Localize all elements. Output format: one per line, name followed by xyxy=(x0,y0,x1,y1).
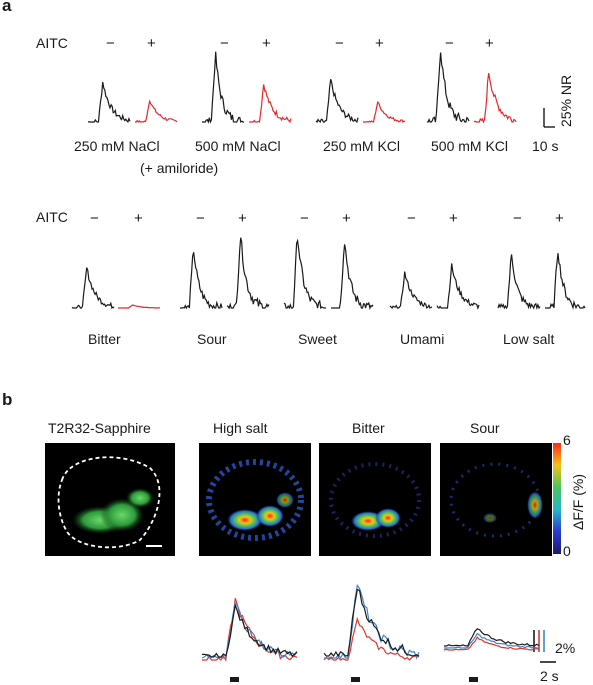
trace-250kcl-minus xyxy=(315,79,359,124)
trace-bitter-red xyxy=(323,616,420,661)
trace-500kcl-plus xyxy=(473,72,517,124)
row1-plus-4: + xyxy=(485,35,494,52)
row1-minus-2: − xyxy=(220,35,229,52)
scale-y-label-b: 2% xyxy=(555,640,576,656)
row2-minus-2: − xyxy=(196,210,205,227)
trace-umami-plus xyxy=(436,263,480,310)
panel-b-label: b xyxy=(2,390,13,409)
sour-heatmap xyxy=(449,462,543,538)
trace-sweet-plus xyxy=(331,244,374,310)
row2-plus-3: + xyxy=(342,210,351,227)
row1-aitc-label: AITC xyxy=(36,35,68,51)
group-label-bitter: Bitter xyxy=(88,331,121,347)
panel-a-label: a xyxy=(2,0,12,15)
colorbar-min: 0 xyxy=(563,543,571,559)
row2-minus-3: − xyxy=(300,210,309,227)
row1-plus-2: + xyxy=(262,35,271,52)
trace-500nacl-plus xyxy=(249,84,292,124)
row1-minus-1: − xyxy=(106,35,115,52)
group-label-sour: Sour xyxy=(197,331,227,347)
trace-lowsalt-plus xyxy=(545,253,586,310)
scale-x-label-b: 2 s xyxy=(540,668,559,684)
trace-sour-black xyxy=(444,628,540,647)
row2-aitc-label: AITC xyxy=(36,209,68,225)
trace-bitter-plus xyxy=(118,304,161,309)
stimulus-bar-3 xyxy=(469,677,478,682)
row1-plus-3: + xyxy=(375,35,384,52)
trace-500nacl-minus xyxy=(202,51,244,124)
colorbar xyxy=(553,443,561,554)
trace-umami-minus xyxy=(389,271,433,310)
image-title-sapphire: T2R32-Sapphire xyxy=(48,420,151,436)
trace-250nacl-minus xyxy=(87,81,131,124)
row2-plus-2: + xyxy=(238,210,247,227)
stimulus-bar-2 xyxy=(351,677,360,682)
colorbar-max: 6 xyxy=(563,432,571,448)
trace-lowsalt-minus xyxy=(497,254,541,311)
trace-bitter-black xyxy=(323,588,420,658)
scale-x-label-a: 10 s xyxy=(532,138,559,154)
trace-sour-plus xyxy=(226,237,270,310)
group-label-sweet: Sweet xyxy=(298,331,337,347)
group-sublabel-amiloride: (+ amiloride) xyxy=(140,160,219,176)
row2-minus-4: − xyxy=(407,210,416,227)
row1-minus-3: − xyxy=(335,35,344,52)
bitter-image xyxy=(319,443,431,556)
trace-bitter-minus xyxy=(71,267,115,310)
trace-highsalt-blue xyxy=(201,601,298,659)
group-label-500-nacl: 500 mM NaCl xyxy=(195,138,281,154)
trace-highsalt-black xyxy=(201,604,298,658)
row2-plus-5: + xyxy=(555,210,564,227)
image-title-sour: Sour xyxy=(470,420,500,436)
trace-250kcl-plus xyxy=(363,101,406,124)
group-label-250-kcl: 250 mM KCl xyxy=(323,138,401,154)
row2-plus-1: + xyxy=(134,210,143,227)
trace-sour-blue xyxy=(444,632,539,649)
scale-bar-b xyxy=(533,630,556,663)
trace-500kcl-minus xyxy=(427,52,470,123)
row1-minus-4: − xyxy=(445,35,454,52)
trace-sour-minus xyxy=(180,252,223,310)
bitter-heatmap xyxy=(329,462,421,538)
trace-250nacl-plus xyxy=(135,99,178,123)
image-title-bitter: Bitter xyxy=(352,420,385,436)
group-label-low-salt: Low salt xyxy=(503,331,555,347)
scale-bar-a xyxy=(543,108,555,128)
group-label-500-kcl: 500 mM KCl xyxy=(431,138,509,154)
image-title-high-salt: High salt xyxy=(213,420,268,436)
row2-minus-1: − xyxy=(90,210,99,227)
row2-minus-5: − xyxy=(513,210,522,227)
sapphire-cell-shape xyxy=(57,456,162,549)
high-salt-heatmap xyxy=(206,459,304,541)
row1-plus-1: + xyxy=(147,35,156,52)
group-label-umami: Umami xyxy=(400,331,445,347)
stimulus-bar-1 xyxy=(230,677,239,682)
row2-plus-4: + xyxy=(449,210,458,227)
trace-sour-red xyxy=(443,636,540,651)
group-label-250-nacl: 250 mM NaCl xyxy=(74,138,160,154)
trace-bitter-blue xyxy=(324,583,420,660)
trace-sweet-minus xyxy=(283,238,326,310)
